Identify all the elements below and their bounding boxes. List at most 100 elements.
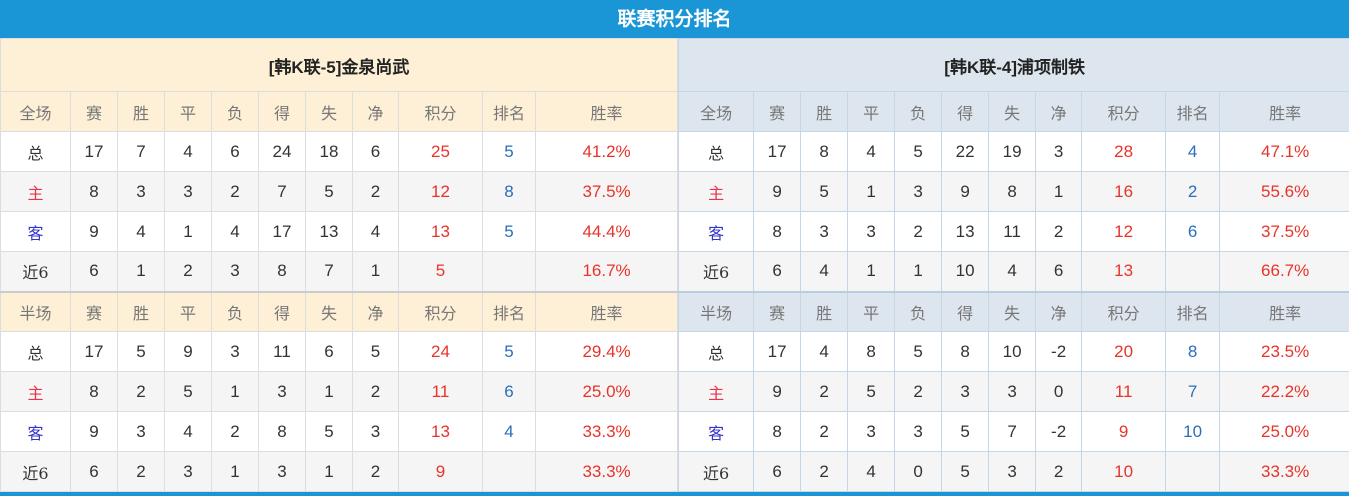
cell-won: 2 xyxy=(800,411,849,452)
cell-goals-against: 10 xyxy=(988,331,1037,372)
cell-goal-diff: 6 xyxy=(1035,251,1083,292)
column-header: 排名 xyxy=(1165,290,1221,332)
cell-lost: 1 xyxy=(211,371,259,412)
cell-rank: 4 xyxy=(1165,131,1221,172)
cell-drawn: 2 xyxy=(164,251,212,292)
cell-goals-for: 5 xyxy=(941,451,990,492)
cell-rank: 7 xyxy=(1165,371,1221,412)
column-header: 负 xyxy=(894,290,943,332)
cell-goals-against: 7 xyxy=(988,411,1037,452)
column-header: 净 xyxy=(352,91,399,132)
table-row: 近6 6 2 4 0 5 3 2 10 33.3% xyxy=(678,451,1349,492)
cell-win-rate: 44.4% xyxy=(534,211,679,252)
cell-lost: 1 xyxy=(894,251,943,292)
cell-win-rate: 33.3% xyxy=(534,451,679,492)
cell-rank xyxy=(1165,451,1221,492)
cell-rank xyxy=(1165,251,1221,292)
cell-goal-diff: 2 xyxy=(352,451,399,492)
cell-played: 8 xyxy=(753,411,802,452)
cell-label: 客 xyxy=(0,211,71,252)
table-row: 总 17 4 8 5 8 10 -2 20 8 23.5% xyxy=(678,331,1349,372)
cell-points: 20 xyxy=(1081,331,1167,372)
column-header: 胜率 xyxy=(534,290,679,332)
cell-label: 主 xyxy=(678,371,755,412)
cell-label: 客 xyxy=(0,411,71,452)
cell-lost: 2 xyxy=(894,371,943,412)
column-header: 胜 xyxy=(117,290,165,332)
column-header: 负 xyxy=(894,91,943,132)
cell-points: 10 xyxy=(1081,451,1167,492)
cell-goals-against: 18 xyxy=(305,131,353,172)
cell-won: 2 xyxy=(117,451,165,492)
cell-goals-against: 1 xyxy=(305,371,353,412)
cell-goals-against: 5 xyxy=(305,411,353,452)
cell-goals-against: 3 xyxy=(988,451,1037,492)
table-row: 近6 6 4 1 1 10 4 6 13 66.7% xyxy=(678,251,1349,292)
cell-rank: 5 xyxy=(482,211,536,252)
cell-won: 8 xyxy=(800,131,849,172)
cell-drawn: 8 xyxy=(847,331,896,372)
column-header: 赛 xyxy=(753,290,802,332)
column-header: 积分 xyxy=(1081,91,1167,132)
cell-label: 主 xyxy=(0,171,71,212)
cell-rank: 5 xyxy=(482,131,536,172)
cell-drawn: 3 xyxy=(847,211,896,252)
cell-drawn: 4 xyxy=(164,131,212,172)
cell-label: 主 xyxy=(678,171,755,212)
cell-goal-diff: 1 xyxy=(1035,171,1083,212)
cell-won: 2 xyxy=(117,371,165,412)
cell-played: 6 xyxy=(753,451,802,492)
column-header: 失 xyxy=(988,290,1037,332)
column-header: 胜率 xyxy=(1219,91,1349,132)
cell-goals-for: 8 xyxy=(258,411,306,452)
column-header: 排名 xyxy=(1165,91,1221,132)
cell-played: 9 xyxy=(753,171,802,212)
cell-won: 3 xyxy=(117,411,165,452)
table-row: 客 8 3 3 2 13 11 2 12 6 37.5% xyxy=(678,211,1349,252)
table-row: 客 9 4 1 4 17 13 4 13 5 44.4% xyxy=(0,211,679,252)
column-header: 失 xyxy=(305,91,353,132)
cell-goals-against: 4 xyxy=(988,251,1037,292)
cell-won: 2 xyxy=(800,451,849,492)
cell-points: 9 xyxy=(1081,411,1167,452)
cell-label: 近6 xyxy=(0,251,71,292)
cell-rank: 5 xyxy=(482,331,536,372)
cell-goals-against: 19 xyxy=(988,131,1037,172)
table-row: 总 17 8 4 5 22 19 3 28 4 47.1% xyxy=(678,131,1349,172)
cell-lost: 0 xyxy=(894,451,943,492)
cell-drawn: 4 xyxy=(847,131,896,172)
cell-rank xyxy=(482,451,536,492)
cell-won: 2 xyxy=(800,371,849,412)
team-name: [韩K联-5]金泉尚武 xyxy=(0,38,679,92)
cell-won: 4 xyxy=(117,211,165,252)
column-header: 半场 xyxy=(0,290,71,332)
cell-lost: 2 xyxy=(211,411,259,452)
cell-played: 6 xyxy=(70,251,118,292)
cell-label: 客 xyxy=(678,211,755,252)
cell-label: 总 xyxy=(678,131,755,172)
cell-lost: 2 xyxy=(894,211,943,252)
column-header: 排名 xyxy=(482,91,536,132)
cell-lost: 3 xyxy=(894,411,943,452)
cell-goals-against: 13 xyxy=(305,211,353,252)
cell-win-rate: 16.7% xyxy=(534,251,679,292)
column-header: 赛 xyxy=(70,91,118,132)
cell-points: 11 xyxy=(398,371,483,412)
cell-points: 13 xyxy=(1081,251,1167,292)
cell-win-rate: 33.3% xyxy=(1219,451,1349,492)
cell-lost: 3 xyxy=(211,251,259,292)
cell-rank: 8 xyxy=(482,171,536,212)
cell-goals-against: 3 xyxy=(988,371,1037,412)
cell-goals-for: 9 xyxy=(941,171,990,212)
cell-won: 3 xyxy=(117,171,165,212)
half-header-row: 半场赛胜平负得失净积分 排名 胜率 xyxy=(0,290,679,332)
full-header-row: 全场赛胜平负得失净积分 排名 胜率 xyxy=(678,91,1349,132)
standings-container: [韩K联-5]金泉尚武 全场赛胜平负得失净积分 排名 胜率总 17 7 4 6 24 18 6 25 5… xyxy=(0,38,1349,496)
cell-goal-diff: 2 xyxy=(1035,451,1083,492)
table-row: 近6 6 2 3 1 3 1 2 9 33.3% xyxy=(0,451,679,492)
cell-played: 9 xyxy=(70,211,118,252)
cell-played: 9 xyxy=(753,371,802,412)
column-header: 得 xyxy=(258,290,306,332)
cell-drawn: 3 xyxy=(164,451,212,492)
cell-goals-against: 1 xyxy=(305,451,353,492)
